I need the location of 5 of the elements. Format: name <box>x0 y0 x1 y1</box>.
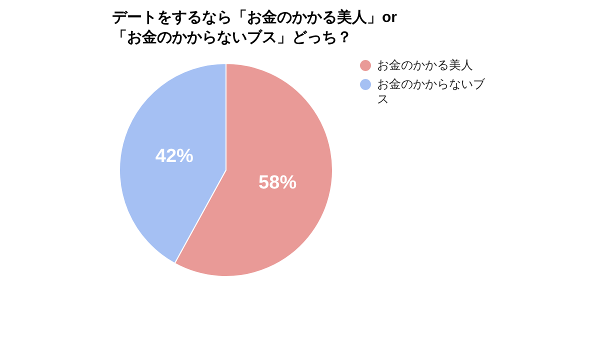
legend-label: お金のかかる美人 <box>377 58 473 73</box>
legend-label: お金のかからないブス <box>377 77 486 107</box>
data-label: 42% <box>155 146 194 167</box>
chart-title: デートをするなら「お金のかかる美人」or「お金のかからないブス」どっち？ <box>112 8 398 48</box>
data-label: 58% <box>258 172 297 194</box>
